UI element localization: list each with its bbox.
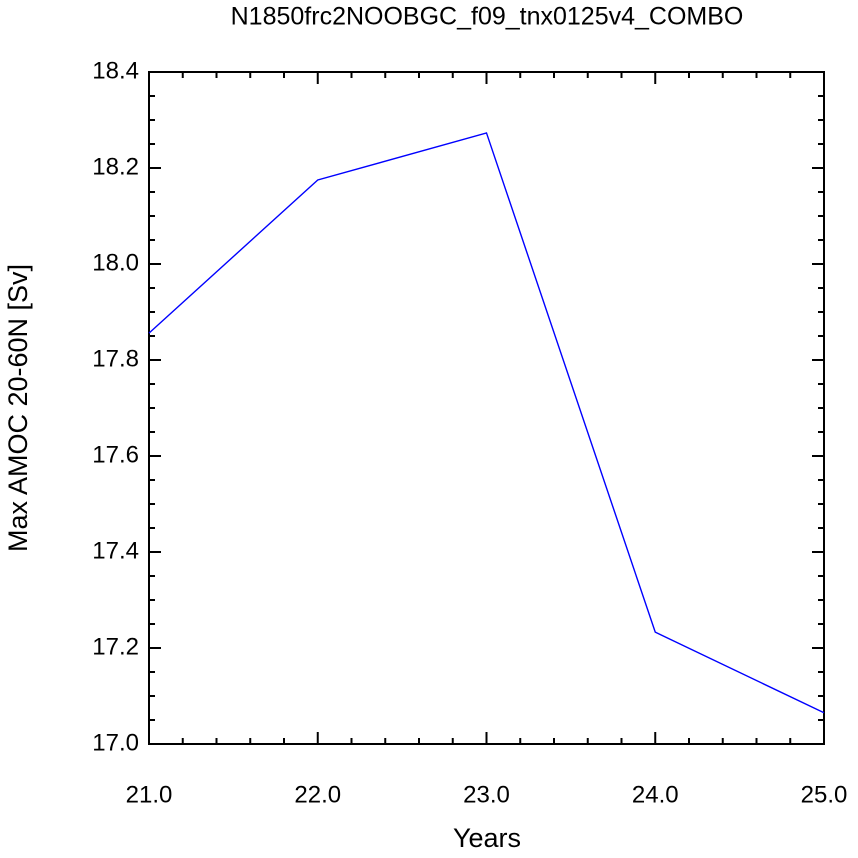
y-axis-label: Max AMOC 20-60N [Sv] <box>3 264 33 552</box>
x-tick-label: 23.0 <box>463 781 510 808</box>
x-tick-label: 24.0 <box>632 781 679 808</box>
x-tick-label: 22.0 <box>294 781 341 808</box>
plot-frame <box>148 71 825 745</box>
y-tick-label: 17.0 <box>92 729 139 756</box>
y-tick-label: 18.0 <box>92 249 139 276</box>
x-axis-label: Years <box>453 823 521 853</box>
x-tick-label: 21.0 <box>126 781 173 808</box>
x-tick-label: 25.0 <box>801 781 848 808</box>
chart-title: N1850frc2NOOBGC_f09_tnx0125v4_COMBO <box>231 3 744 31</box>
y-tick-label: 17.8 <box>92 345 139 372</box>
y-tick-label: 17.2 <box>92 633 139 660</box>
y-tick-label: 18.2 <box>92 153 139 180</box>
data-line <box>148 132 825 714</box>
y-tick-label: 17.4 <box>92 537 139 564</box>
y-tick-label: 17.6 <box>92 441 139 468</box>
y-tick-label: 18.4 <box>92 57 139 84</box>
